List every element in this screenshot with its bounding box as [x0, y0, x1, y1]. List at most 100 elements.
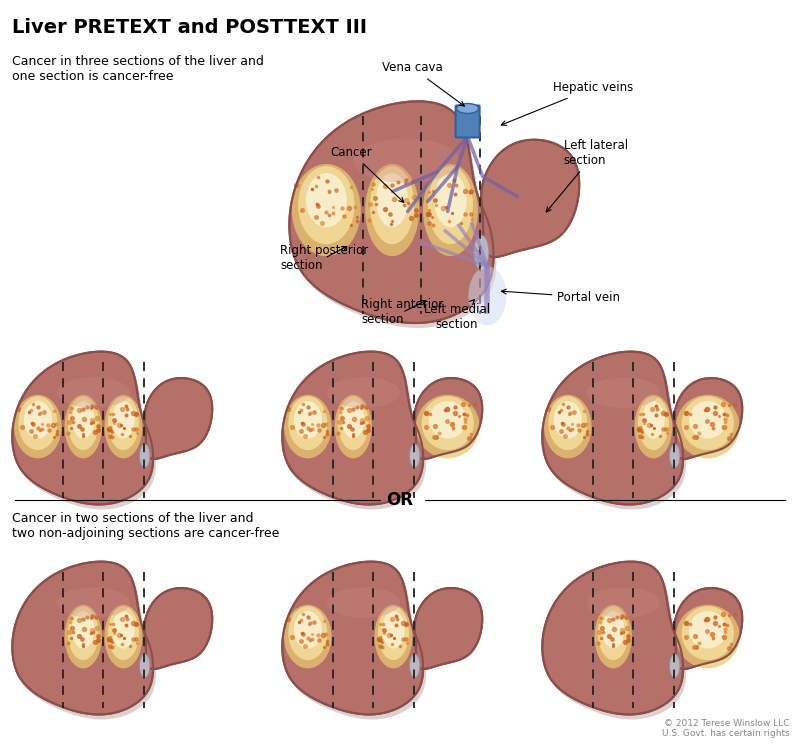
- Ellipse shape: [105, 395, 142, 459]
- Ellipse shape: [370, 166, 414, 244]
- Polygon shape: [542, 562, 683, 714]
- Ellipse shape: [338, 396, 369, 450]
- Ellipse shape: [670, 444, 680, 468]
- Ellipse shape: [108, 607, 139, 660]
- Ellipse shape: [642, 401, 665, 438]
- Polygon shape: [546, 567, 686, 720]
- Ellipse shape: [602, 611, 624, 649]
- Ellipse shape: [72, 611, 94, 649]
- Ellipse shape: [689, 401, 726, 438]
- Text: Cancer in two sections of the liver and
two non-adjoining sections are cancer-fr: Cancer in two sections of the liver and …: [12, 512, 279, 540]
- Ellipse shape: [689, 611, 726, 649]
- Text: Right anterior
section: Right anterior section: [361, 298, 443, 326]
- Text: Hepatic veins: Hepatic veins: [502, 82, 633, 126]
- Ellipse shape: [14, 395, 62, 459]
- Polygon shape: [286, 567, 426, 720]
- Text: Cancer: Cancer: [330, 146, 404, 203]
- Polygon shape: [286, 357, 426, 509]
- Ellipse shape: [544, 395, 592, 459]
- Ellipse shape: [57, 377, 130, 408]
- Ellipse shape: [468, 266, 506, 325]
- Ellipse shape: [288, 396, 327, 450]
- Ellipse shape: [68, 607, 98, 660]
- Ellipse shape: [139, 444, 150, 468]
- Ellipse shape: [382, 611, 405, 649]
- Text: OR: OR: [386, 491, 414, 509]
- Ellipse shape: [638, 396, 669, 450]
- Ellipse shape: [676, 605, 740, 669]
- Ellipse shape: [682, 396, 734, 450]
- Text: Cancer in three sections of the liver and
one section is cancer-free: Cancer in three sections of the liver an…: [12, 55, 264, 83]
- Ellipse shape: [457, 103, 478, 114]
- Ellipse shape: [586, 587, 660, 618]
- Ellipse shape: [416, 395, 480, 459]
- Ellipse shape: [554, 401, 582, 438]
- Ellipse shape: [423, 164, 478, 256]
- Polygon shape: [290, 101, 494, 323]
- Polygon shape: [145, 378, 212, 459]
- Ellipse shape: [139, 654, 150, 678]
- Polygon shape: [674, 378, 742, 459]
- Ellipse shape: [365, 164, 419, 256]
- Ellipse shape: [670, 654, 680, 678]
- Ellipse shape: [548, 396, 587, 450]
- Polygon shape: [292, 106, 497, 328]
- Polygon shape: [282, 352, 423, 504]
- Text: Liver PRETEXT and POSTTEXT III: Liver PRETEXT and POSTTEXT III: [12, 18, 367, 37]
- Ellipse shape: [298, 166, 354, 244]
- Text: © 2012 Terese Winslow LLC
U.S. Govt. has certain rights: © 2012 Terese Winslow LLC U.S. Govt. has…: [662, 719, 790, 738]
- Text: Right posterior
section: Right posterior section: [280, 245, 369, 272]
- Ellipse shape: [374, 605, 412, 669]
- Polygon shape: [15, 567, 156, 720]
- Ellipse shape: [108, 396, 139, 450]
- Ellipse shape: [57, 587, 130, 618]
- Ellipse shape: [284, 605, 332, 669]
- Ellipse shape: [354, 138, 460, 183]
- Ellipse shape: [422, 396, 474, 450]
- Text: Vena cava: Vena cava: [382, 61, 464, 106]
- Ellipse shape: [429, 401, 466, 438]
- Ellipse shape: [24, 401, 52, 438]
- Ellipse shape: [434, 173, 466, 227]
- Ellipse shape: [65, 395, 102, 459]
- Polygon shape: [12, 562, 153, 714]
- Ellipse shape: [634, 395, 672, 459]
- Ellipse shape: [72, 401, 94, 438]
- Polygon shape: [414, 588, 482, 669]
- Polygon shape: [12, 352, 153, 504]
- Polygon shape: [15, 357, 156, 509]
- Ellipse shape: [288, 607, 327, 660]
- Ellipse shape: [598, 607, 629, 660]
- Ellipse shape: [18, 396, 58, 450]
- Ellipse shape: [378, 607, 409, 660]
- Ellipse shape: [68, 396, 98, 450]
- Polygon shape: [674, 588, 742, 669]
- Ellipse shape: [410, 654, 420, 678]
- Ellipse shape: [474, 235, 489, 270]
- Ellipse shape: [586, 377, 660, 408]
- FancyBboxPatch shape: [456, 105, 480, 138]
- Text: Left medial
section: Left medial section: [424, 300, 490, 331]
- Ellipse shape: [376, 173, 408, 227]
- Ellipse shape: [292, 164, 361, 256]
- Polygon shape: [546, 357, 686, 509]
- Ellipse shape: [326, 377, 400, 408]
- Ellipse shape: [676, 395, 740, 459]
- Ellipse shape: [428, 166, 473, 244]
- Text: Left lateral
section: Left lateral section: [546, 138, 628, 212]
- Polygon shape: [282, 562, 423, 714]
- Ellipse shape: [294, 611, 322, 649]
- Ellipse shape: [594, 605, 632, 669]
- Ellipse shape: [284, 395, 332, 459]
- Ellipse shape: [306, 173, 346, 227]
- Polygon shape: [414, 378, 482, 459]
- Ellipse shape: [112, 401, 134, 438]
- Ellipse shape: [326, 587, 400, 618]
- Ellipse shape: [65, 605, 102, 669]
- Ellipse shape: [105, 605, 142, 669]
- Polygon shape: [145, 588, 212, 669]
- Ellipse shape: [682, 607, 734, 660]
- Ellipse shape: [334, 395, 372, 459]
- Polygon shape: [542, 352, 683, 504]
- Ellipse shape: [294, 401, 322, 438]
